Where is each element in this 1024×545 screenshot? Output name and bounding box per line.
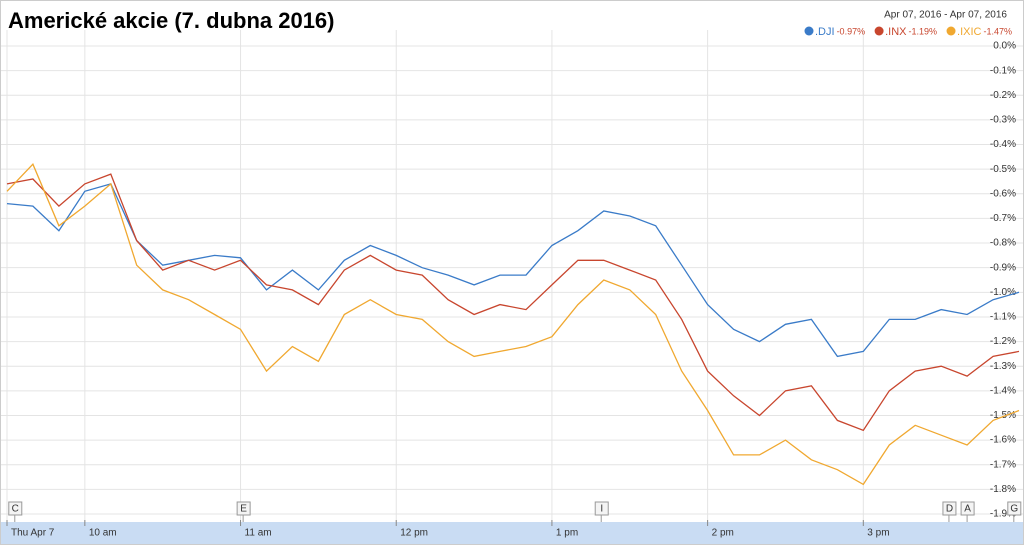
y-tick-label: -1.0% <box>990 287 1016 298</box>
flag-box <box>8 501 23 516</box>
flag-label: I <box>600 504 603 515</box>
y-tick-label: -1.2% <box>990 336 1016 347</box>
series-line <box>6 183 1020 358</box>
y-tick-label: -1.8% <box>990 484 1016 495</box>
y-tick-label: -1.4% <box>990 385 1016 396</box>
flag-box <box>236 501 251 516</box>
legend-dot <box>874 26 884 36</box>
flag-box <box>960 501 975 516</box>
y-tick-label: -0.5% <box>990 164 1016 175</box>
event-flag: I <box>594 501 609 522</box>
y-tick-label: -0.6% <box>990 188 1016 199</box>
y-tick-label: -1.6% <box>990 435 1016 446</box>
y-tick-label: -1.1% <box>990 312 1016 323</box>
flag-box <box>594 501 609 516</box>
y-tick-label: -1.3% <box>990 361 1016 372</box>
legend-change: -1.47% <box>983 26 1012 36</box>
y-tick-label: -0.9% <box>990 262 1016 273</box>
flag-label: D <box>946 504 953 515</box>
y-tick-label: -1.9% <box>990 509 1016 520</box>
event-flag: G <box>1007 501 1022 522</box>
event-flag: E <box>236 501 251 522</box>
legend-item: .INX -1.19% <box>874 26 938 38</box>
x-tick-label: 3 pm <box>867 528 889 539</box>
legend-name: .DJI <box>815 26 835 38</box>
y-tick-label: -1.5% <box>990 410 1016 421</box>
flag-box <box>942 501 957 516</box>
y-tick-label: -1.7% <box>990 459 1016 470</box>
date-range: Apr 07, 2016 - Apr 07, 2016 <box>884 10 1007 21</box>
legend-name: .IXIC <box>957 26 982 38</box>
x-tick-label: 10 am <box>89 528 117 539</box>
flag-label: E <box>240 504 247 515</box>
legend-name: .INX <box>885 26 907 38</box>
event-flag: C <box>8 501 23 522</box>
y-tick-label: -0.2% <box>990 90 1016 101</box>
legend-item: .DJI -0.97% <box>804 26 866 38</box>
x-tick-label: 2 pm <box>712 528 734 539</box>
x-tick-label: Thu Apr 7 <box>11 528 55 539</box>
time-band <box>1 522 1023 544</box>
flag-label: A <box>964 504 971 515</box>
legend-dot <box>804 26 814 36</box>
event-flag: A <box>960 501 975 522</box>
y-tick-label: -0.8% <box>990 238 1016 249</box>
y-tick-label: -0.3% <box>990 115 1016 126</box>
legend-item: .IXIC -1.47% <box>946 26 1012 38</box>
y-tick-label: 0.0% <box>993 41 1016 52</box>
x-tick-label: 11 am <box>245 528 272 539</box>
flag-label: C <box>12 504 19 515</box>
series-line <box>6 163 1020 486</box>
y-tick-label: -0.7% <box>990 213 1016 224</box>
flag-box <box>1007 501 1022 516</box>
x-tick-label: 1 pm <box>556 528 578 539</box>
y-tick-label: -0.4% <box>990 139 1016 150</box>
legend-dot <box>946 26 956 36</box>
y-tick-label: -0.1% <box>990 65 1016 76</box>
chart-title: Americké akcie (7. dubna 2016) <box>8 8 335 33</box>
x-tick-label: 12 pm <box>400 528 428 539</box>
flag-label: G <box>1010 504 1018 515</box>
legend-change: -1.19% <box>909 26 938 36</box>
series-line <box>6 173 1020 432</box>
legend-change: -0.97% <box>837 26 866 36</box>
event-flag: D <box>942 501 957 522</box>
